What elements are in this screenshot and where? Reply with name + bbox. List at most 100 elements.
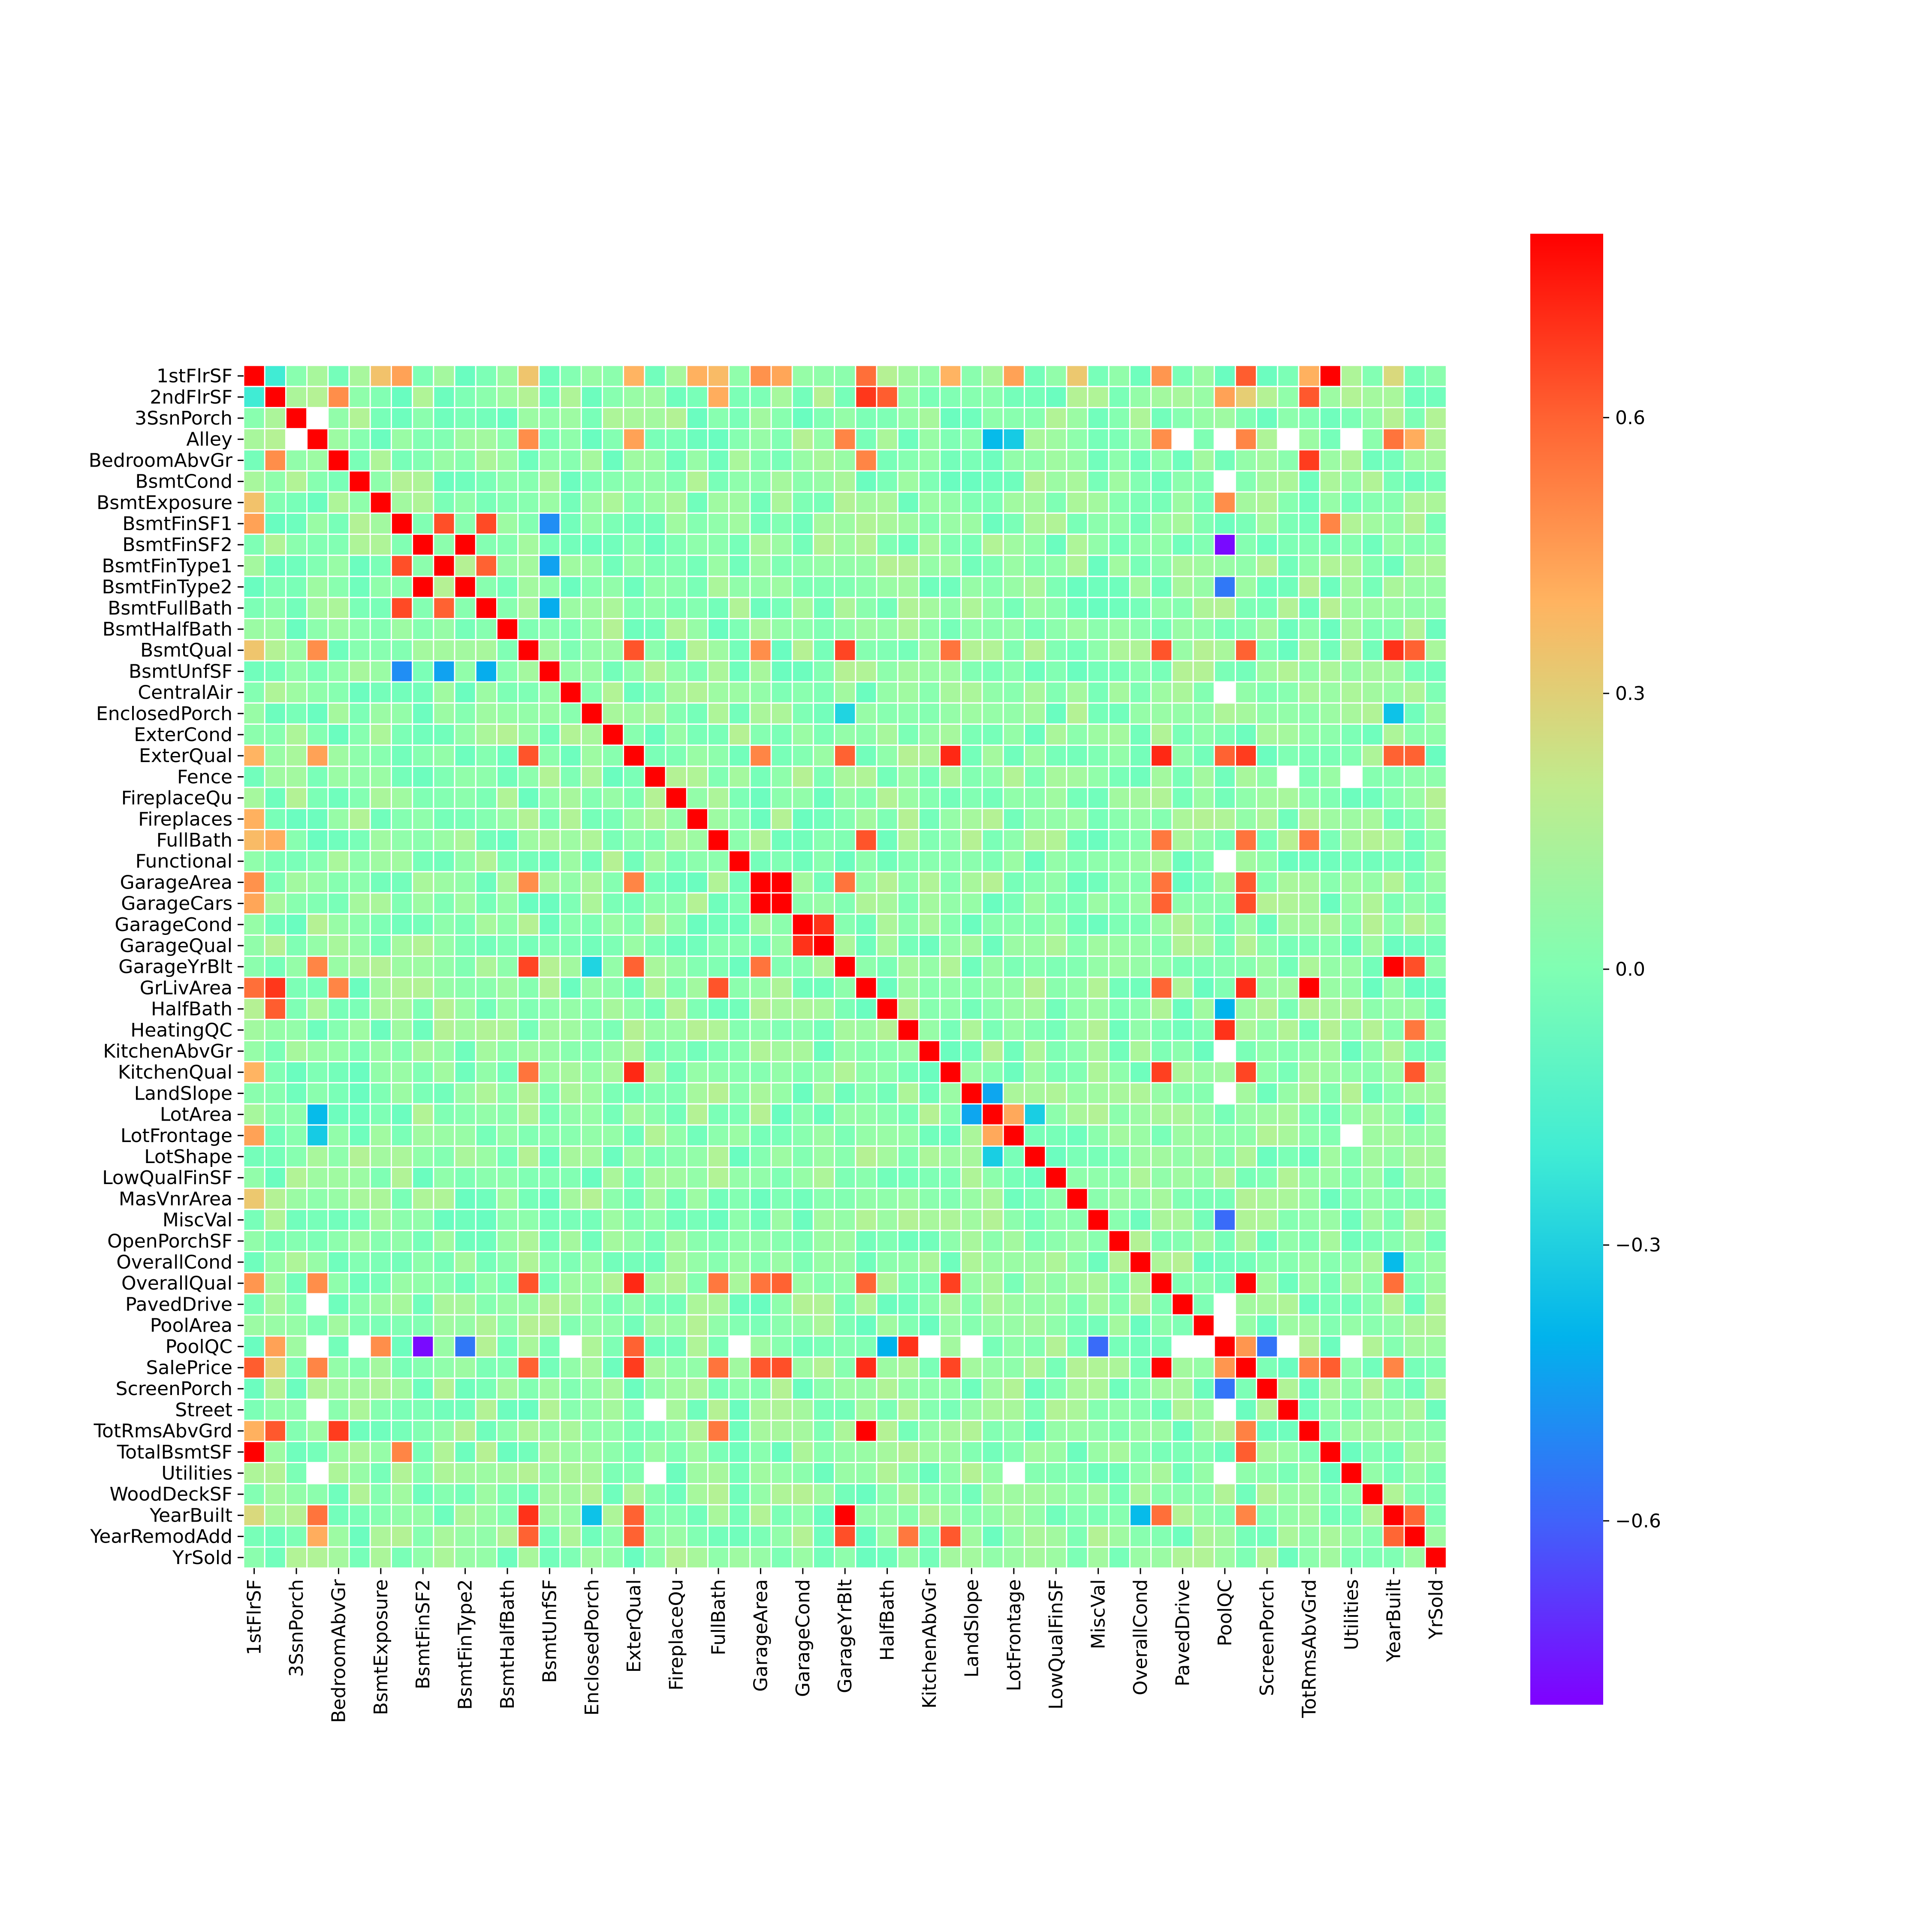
heatmap-cell: [962, 366, 982, 386]
heatmap-cell: [455, 661, 475, 681]
heatmap-cell: [371, 1273, 391, 1293]
row-label: BsmtCond: [135, 471, 232, 493]
row-label: PoolArea: [150, 1315, 232, 1337]
heatmap-cell: [708, 1252, 729, 1272]
heatmap-cell: [1067, 1083, 1087, 1103]
heatmap-cell: [1067, 830, 1087, 850]
heatmap-cell: [1426, 598, 1446, 618]
heatmap-cell: [265, 1231, 285, 1251]
heatmap-cell: [392, 387, 412, 407]
heatmap-cell: [666, 1442, 686, 1462]
heatmap-cell: [1025, 1442, 1045, 1462]
heatmap-cell: [434, 1421, 454, 1441]
heatmap-cell: [814, 999, 834, 1019]
heatmap-cell: [1004, 661, 1024, 681]
heatmap-cell: [645, 1484, 665, 1504]
heatmap-cell: [1278, 1104, 1298, 1124]
heatmap-cell: [1088, 513, 1108, 534]
heatmap-cell: [1384, 598, 1404, 618]
heatmap-cell: [350, 661, 370, 681]
heatmap-cell: [962, 598, 982, 618]
heatmap-cell: [434, 724, 454, 745]
heatmap-cell: [1278, 1041, 1298, 1061]
heatmap-cell: [603, 999, 623, 1019]
heatmap-cell: [1257, 809, 1277, 829]
heatmap-cell: [941, 809, 961, 829]
heatmap-cell: [793, 893, 813, 913]
heatmap-cell: [1109, 1547, 1129, 1567]
heatmap-cell: [286, 387, 307, 407]
heatmap-cell: [1088, 556, 1108, 576]
heatmap-cell: [772, 598, 792, 618]
heatmap-cell: [793, 1336, 813, 1356]
heatmap-cell: [1299, 746, 1319, 766]
heatmap-cell: [1067, 661, 1087, 681]
heatmap-cell: [1088, 408, 1108, 428]
heatmap-cell: [1046, 598, 1066, 618]
heatmap-cell: [645, 893, 665, 913]
heatmap-cell: [666, 893, 686, 913]
heatmap-cell: [540, 978, 560, 998]
heatmap-cell: [687, 1146, 707, 1167]
heatmap-cell: [1215, 640, 1235, 660]
heatmap-cell: [1004, 1210, 1024, 1230]
heatmap-cell: [265, 746, 285, 766]
heatmap-cell: [1236, 1273, 1256, 1293]
heatmap-cell: [519, 1463, 539, 1483]
heatmap-cell: [983, 1125, 1003, 1145]
heatmap-cell: [1278, 809, 1298, 829]
heatmap-cell: [793, 598, 813, 618]
heatmap-cell: [772, 830, 792, 850]
heatmap-cell: [1152, 1547, 1172, 1567]
heatmap-cell: [1025, 682, 1045, 702]
heatmap-cell: [1173, 1168, 1193, 1188]
heatmap-cell: [434, 1547, 454, 1567]
heatmap-cell: [877, 1379, 897, 1399]
heatmap-cell: [1299, 1231, 1319, 1251]
heatmap-cell: [666, 619, 686, 639]
heatmap-cell: [962, 1210, 982, 1230]
heatmap-cell: [1004, 872, 1024, 892]
heatmap-cell: [898, 513, 918, 534]
heatmap-cell: [603, 1505, 623, 1525]
heatmap-cell: [941, 1146, 961, 1167]
heatmap-cell: [392, 640, 412, 660]
heatmap-cell: [1363, 1547, 1383, 1567]
heatmap-cell: [540, 598, 560, 618]
heatmap-cell: [455, 577, 475, 597]
heatmap-cell: [497, 1315, 518, 1335]
heatmap-cell: [793, 661, 813, 681]
colorbar-tick-label: 0.0: [1615, 958, 1645, 980]
heatmap-cell: [793, 1421, 813, 1441]
heatmap-cell: [1025, 999, 1045, 1019]
heatmap-cell: [1278, 387, 1298, 407]
heatmap-cell: [1194, 830, 1214, 850]
heatmap-cell: [455, 1421, 475, 1441]
heatmap-cell: [244, 830, 264, 850]
heatmap-cell: [329, 366, 349, 386]
heatmap-cell: [1257, 1400, 1277, 1420]
heatmap-cell: [350, 978, 370, 998]
heatmap-cell: [835, 1125, 855, 1145]
heatmap-cell: [708, 893, 729, 913]
heatmap-cell: [1152, 1062, 1172, 1082]
heatmap-cell: [561, 598, 581, 618]
column-label: FireplaceQu: [666, 1579, 688, 1690]
heatmap-cell: [1046, 957, 1066, 977]
row-label: Street: [175, 1399, 232, 1421]
heatmap-cell: [350, 408, 370, 428]
heatmap-cell: [624, 1336, 644, 1356]
heatmap-cell: [624, 513, 644, 534]
heatmap-cell: [1088, 1463, 1108, 1483]
heatmap-cell: [751, 1168, 771, 1188]
heatmap-cell: [455, 1020, 475, 1040]
heatmap-cell: [835, 935, 855, 956]
heatmap-cell: [708, 1526, 729, 1546]
heatmap-cell: [1025, 1125, 1045, 1145]
heatmap-cell: [751, 640, 771, 660]
column-label: BsmtFinSF2: [412, 1579, 434, 1689]
heatmap-cell: [983, 746, 1003, 766]
row-label: LotShape: [144, 1146, 232, 1168]
heatmap-cell: [561, 1357, 581, 1378]
heatmap-cell: [434, 1231, 454, 1251]
